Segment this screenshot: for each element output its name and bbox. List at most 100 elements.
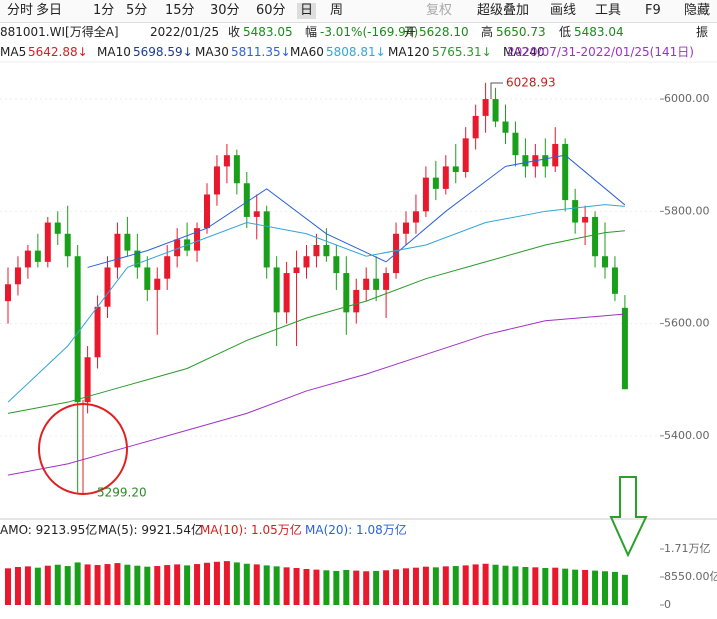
candle-body xyxy=(114,233,121,268)
ma-line xyxy=(87,154,626,268)
candle-body xyxy=(343,273,350,313)
quote-field: 2022/01/25 xyxy=(150,25,220,39)
candle-body xyxy=(611,267,618,294)
volume-bar xyxy=(522,567,529,605)
candle-body xyxy=(213,166,220,195)
y-tick-label: 5800.00 xyxy=(664,204,710,217)
volume-bar xyxy=(403,568,409,605)
y-tick-label: 5600.00 xyxy=(664,317,710,330)
volume-bar xyxy=(104,564,111,605)
volume-bar xyxy=(621,574,628,605)
volume-bar xyxy=(233,562,240,605)
candle-body xyxy=(24,250,31,268)
quote-field: 低 xyxy=(559,25,572,39)
volume-bar xyxy=(572,569,579,605)
volume-bar xyxy=(582,569,589,605)
tool-button[interactable]: F9 xyxy=(645,3,661,18)
period-tab[interactable]: 分时 xyxy=(7,3,34,18)
candle-body xyxy=(462,138,469,173)
high-label: 6028.93 xyxy=(506,76,556,90)
candle-body xyxy=(263,211,270,268)
volume-bar xyxy=(74,562,81,605)
volume-legend-item: AMO: 9213.95亿 xyxy=(0,523,98,537)
period-tab[interactable]: 周 xyxy=(330,3,344,18)
volume-bar xyxy=(213,561,220,605)
period-tab[interactable]: 60分 xyxy=(256,3,286,18)
volume-bar xyxy=(114,563,121,605)
candle-body xyxy=(303,256,310,268)
ma-name: MA60 xyxy=(290,45,324,59)
candle-body xyxy=(283,273,290,313)
quote-field: 开 xyxy=(404,25,417,39)
tool-button[interactable]: 隐藏 xyxy=(684,3,711,18)
ma-line xyxy=(7,204,625,403)
period-tab[interactable]: 1分 xyxy=(93,3,115,18)
ma-value: 5642.88↓ xyxy=(28,45,88,59)
down-arrow xyxy=(609,476,648,558)
volume-bar xyxy=(393,569,400,605)
candle-body xyxy=(233,155,240,184)
candle-body xyxy=(174,239,181,257)
candle-body xyxy=(204,194,210,229)
candle-body xyxy=(104,267,111,307)
tool-button[interactable]: 画线 xyxy=(550,3,577,18)
candle-body xyxy=(363,278,370,290)
volume-bar xyxy=(253,564,260,605)
candle-body xyxy=(313,244,320,257)
candle-body xyxy=(243,183,250,217)
toolbar xyxy=(0,0,717,23)
volume-bar xyxy=(154,566,161,605)
volume-bar xyxy=(263,565,270,605)
low-label: 5299.20 xyxy=(97,486,147,500)
volume-bar xyxy=(94,565,101,605)
tool-button[interactable]: 工具 xyxy=(595,3,622,18)
candle-body xyxy=(253,211,260,217)
volume-bar xyxy=(134,565,141,605)
ma-name: MA5 xyxy=(0,45,27,59)
volume-bar xyxy=(64,566,71,605)
volume-bar xyxy=(24,566,31,605)
volume-bar xyxy=(273,566,280,605)
candle-body xyxy=(44,222,51,262)
candle-body xyxy=(383,273,390,290)
period-tab[interactable]: 15分 xyxy=(165,3,195,18)
tool-button[interactable]: 超级叠加 xyxy=(477,3,530,18)
range-text: 2020/07/31-2022/01/25(141日) xyxy=(507,45,694,59)
volume-bar xyxy=(204,562,210,605)
ma-name: MA10 xyxy=(97,45,131,59)
volume-bar xyxy=(313,569,320,605)
y-tick-label: 6000.00 xyxy=(664,92,710,105)
volume-bar xyxy=(283,567,290,605)
candle-body xyxy=(442,166,449,189)
candle-body xyxy=(273,267,280,313)
tool-button[interactable]: 复权 xyxy=(426,3,453,18)
volume-bar xyxy=(164,565,171,605)
v-tick-label: 1.71万亿 xyxy=(664,542,711,555)
period-tab[interactable]: 5分 xyxy=(126,3,148,18)
period-tab[interactable]: 30分 xyxy=(210,3,240,18)
volume-bar xyxy=(194,564,201,605)
candle-body xyxy=(552,143,559,167)
candle-body xyxy=(602,256,608,268)
v-tick-label: 0 xyxy=(664,598,671,611)
ma-name: MA240 xyxy=(503,45,545,59)
candle-body xyxy=(84,357,91,403)
volume-bar xyxy=(562,568,569,605)
quote-field: 5483.04 xyxy=(574,25,624,39)
quote-field: -3.01%(-169.94) xyxy=(320,25,419,39)
volume-legend-item: MA(5): 9921.54亿 xyxy=(98,523,204,537)
volume-bar xyxy=(592,570,599,605)
volume-bar xyxy=(462,565,469,605)
candle-body xyxy=(14,267,21,285)
candle-body xyxy=(403,222,409,234)
volume-bar xyxy=(512,566,519,605)
volume-bar xyxy=(54,564,61,605)
candle-body xyxy=(223,155,230,167)
candle-body xyxy=(94,306,101,358)
candle-body xyxy=(164,256,171,279)
period-tab[interactable]: 日 xyxy=(297,3,317,19)
candle-body xyxy=(144,267,151,290)
period-tab[interactable]: 多日 xyxy=(36,3,63,18)
candle-body xyxy=(74,256,81,403)
